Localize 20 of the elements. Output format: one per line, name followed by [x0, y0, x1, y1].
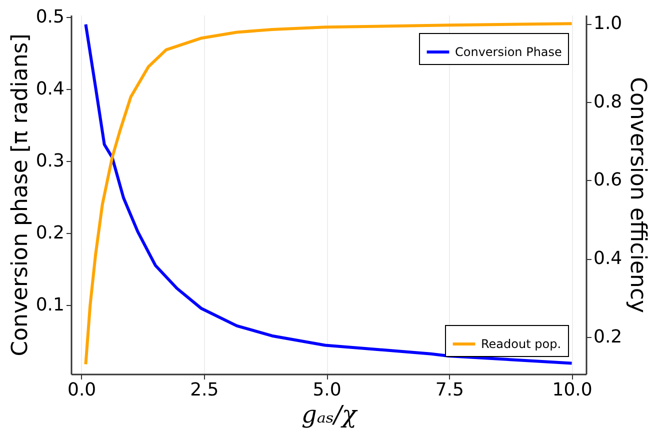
y-tick-label: 0.5 — [36, 6, 64, 28]
x-tick-label: 0.0 — [67, 380, 96, 400]
x-tick-label: 7.5 — [435, 380, 464, 400]
x-axis-title: gₐₛ/χ — [301, 400, 358, 428]
x-tick-label: 10.0 — [552, 380, 592, 400]
y-tick-label: 0.1 — [36, 294, 64, 316]
y-axis-title: Conversion phase [π radians] — [8, 34, 33, 356]
y2-tick-label: 0.6 — [594, 170, 622, 191]
legend-label: Conversion Phase — [455, 45, 562, 59]
x-tick-label: 5.0 — [312, 380, 342, 400]
y2-axis-title: Conversion efficiency — [625, 77, 650, 313]
y-tick-label: 0.2 — [36, 222, 64, 244]
x-tick-label: 2.5 — [190, 380, 219, 400]
legend-label: Readout pop. — [481, 337, 562, 351]
y-tick-label: 0.4 — [36, 78, 64, 100]
y-tick-label: 0.3 — [36, 150, 64, 172]
y2-tick-label: 0.8 — [594, 91, 622, 112]
y2-tick-label: 1.0 — [594, 13, 622, 34]
y2-tick-label: 0.4 — [594, 248, 622, 270]
y2-tick-label: 0.2 — [594, 326, 622, 348]
